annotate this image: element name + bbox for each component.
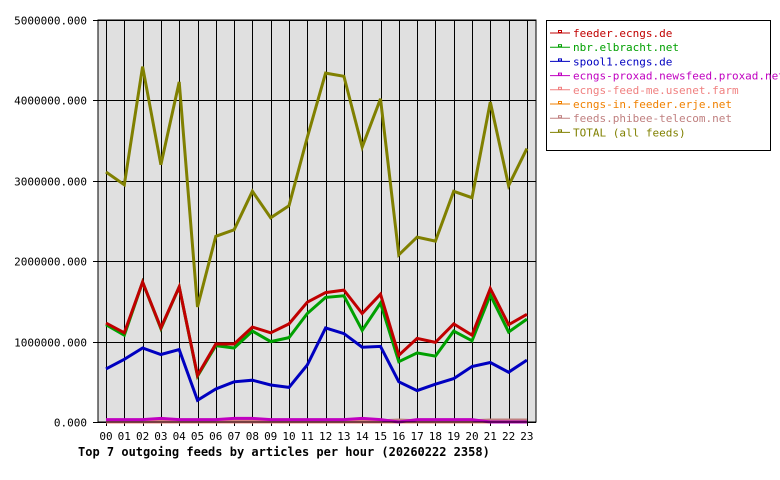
x-tick-label: 00 bbox=[99, 430, 112, 443]
x-tick-label: 12 bbox=[319, 430, 332, 443]
y-tick-label: 1000000.000 bbox=[14, 337, 87, 350]
legend-marker-icon bbox=[558, 101, 562, 104]
x-tick-label: 21 bbox=[484, 430, 497, 443]
x-axis-labels: 00 01 02 03 04 05 06 07 08 09 10 11 12 13 14 15 16 17 18 19… bbox=[99, 430, 533, 443]
legend-label: feeds.phibee-telecom.net bbox=[573, 112, 732, 125]
x-tick-label: 08 bbox=[246, 430, 259, 443]
legend-label: nbr.elbracht.net bbox=[573, 41, 679, 54]
x-tick-label: 20 bbox=[465, 430, 478, 443]
x-tick-label: 15 bbox=[374, 430, 387, 443]
plot-frame bbox=[97, 19, 537, 423]
y-axis-labels: 0.000 1000000.000 2000000.000 3000000.000 40… bbox=[14, 15, 87, 430]
x-tick-label: 07 bbox=[227, 430, 240, 443]
y-tick-label: 2000000.000 bbox=[14, 256, 87, 269]
x-tick-label: 19 bbox=[447, 430, 460, 443]
legend-label: spool1.ecngs.de bbox=[573, 55, 672, 68]
legend-label: feeder.ecngs.de bbox=[573, 27, 672, 40]
series-line bbox=[106, 416, 527, 424]
x-tick-label: 16 bbox=[392, 430, 405, 443]
x-tick-label: 13 bbox=[337, 430, 350, 443]
x-tick-label: 22 bbox=[502, 430, 515, 443]
x-tick-label: 02 bbox=[136, 430, 149, 443]
plot-area bbox=[98, 20, 536, 422]
x-tick-label: 18 bbox=[429, 430, 442, 443]
legend-marker-icon bbox=[558, 58, 562, 62]
y-tick-label: 3000000.000 bbox=[14, 176, 87, 189]
x-tick-label: 01 bbox=[118, 430, 131, 443]
series-line bbox=[105, 326, 528, 403]
series-line bbox=[105, 277, 528, 380]
series-line bbox=[105, 66, 529, 308]
x-tick-label: 09 bbox=[264, 430, 277, 443]
x-tick-label: 05 bbox=[191, 430, 204, 443]
y-tick-label: 0.000 bbox=[54, 417, 87, 430]
y-tick-label: 4000000.000 bbox=[14, 95, 87, 108]
legend-marker-icon bbox=[558, 86, 562, 90]
legend-label: ecngs-in.feeder.erje.net bbox=[573, 98, 732, 111]
legend-box bbox=[546, 20, 771, 151]
x-tick-label: 06 bbox=[209, 430, 222, 443]
legend-label: ecngs-proxad.newsfeed.proxad.net bbox=[573, 70, 780, 83]
chart-title: Top 7 outgoing feeds by articles per hou… bbox=[78, 445, 490, 459]
x-tick-label: 17 bbox=[410, 430, 423, 443]
legend-label: TOTAL (all feeds) bbox=[573, 126, 686, 139]
x-tick-label: 11 bbox=[301, 430, 314, 443]
x-tick-label: 23 bbox=[520, 430, 533, 443]
x-tick-label: 03 bbox=[154, 430, 167, 443]
y-tick-label: 5000000.000 bbox=[14, 15, 87, 28]
x-tick-label: 04 bbox=[173, 430, 187, 443]
legend-marker-icon bbox=[558, 115, 562, 119]
legend-marker-icon bbox=[558, 129, 562, 133]
legend-marker-icon bbox=[558, 72, 562, 76]
legend: feeder.ecngs.denbr.elbracht.netspool1.ec… bbox=[546, 20, 780, 151]
legend-marker-icon bbox=[558, 30, 562, 33]
legend-marker-icon bbox=[558, 44, 562, 48]
legend-label: ecngs-feed-me.usenet.farm bbox=[573, 84, 739, 97]
x-tick-label: 14 bbox=[356, 430, 370, 443]
x-tick-label: 10 bbox=[282, 430, 295, 443]
